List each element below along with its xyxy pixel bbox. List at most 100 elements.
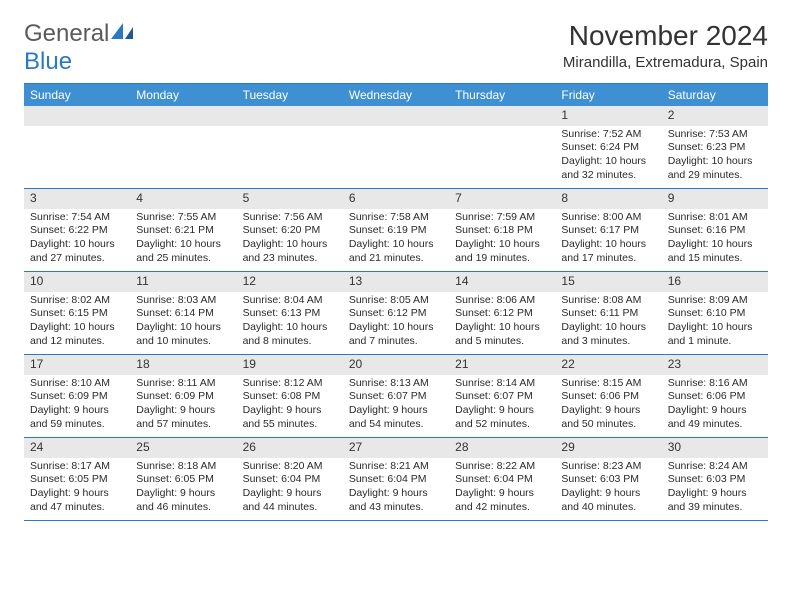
sunset-text: Sunset: 6:05 PM	[30, 473, 124, 487]
day-content: Sunrise: 8:15 AMSunset: 6:06 PMDaylight:…	[555, 375, 661, 436]
daylight-text: Daylight: 10 hours and 21 minutes.	[349, 238, 443, 265]
day-content: Sunrise: 8:14 AMSunset: 6:07 PMDaylight:…	[449, 375, 555, 436]
calendar-cell: 18Sunrise: 8:11 AMSunset: 6:09 PMDayligh…	[130, 355, 236, 437]
weekday-header: Sunday	[24, 84, 130, 106]
calendar-week: 24Sunrise: 8:17 AMSunset: 6:05 PMDayligh…	[24, 438, 768, 521]
sunset-text: Sunset: 6:06 PM	[668, 390, 762, 404]
day-number: 4	[130, 189, 236, 209]
sunrise-text: Sunrise: 7:52 AM	[561, 128, 655, 142]
sunset-text: Sunset: 6:21 PM	[136, 224, 230, 238]
sunrise-text: Sunrise: 8:20 AM	[243, 460, 337, 474]
day-content: Sunrise: 8:04 AMSunset: 6:13 PMDaylight:…	[237, 292, 343, 353]
sunrise-text: Sunrise: 8:09 AM	[668, 294, 762, 308]
calendar-cell: 6Sunrise: 7:58 AMSunset: 6:19 PMDaylight…	[343, 189, 449, 271]
sunrise-text: Sunrise: 7:54 AM	[30, 211, 124, 225]
calendar-cell	[237, 106, 343, 188]
sunset-text: Sunset: 6:04 PM	[455, 473, 549, 487]
calendar-cell: 24Sunrise: 8:17 AMSunset: 6:05 PMDayligh…	[24, 438, 130, 520]
weekday-header: Thursday	[449, 84, 555, 106]
sunset-text: Sunset: 6:22 PM	[30, 224, 124, 238]
calendar-cell: 5Sunrise: 7:56 AMSunset: 6:20 PMDaylight…	[237, 189, 343, 271]
sunset-text: Sunset: 6:17 PM	[561, 224, 655, 238]
daylight-text: Daylight: 10 hours and 12 minutes.	[30, 321, 124, 348]
daylight-text: Daylight: 9 hours and 43 minutes.	[349, 487, 443, 514]
day-number: 1	[555, 106, 661, 126]
calendar-cell: 29Sunrise: 8:23 AMSunset: 6:03 PMDayligh…	[555, 438, 661, 520]
calendar-cell: 14Sunrise: 8:06 AMSunset: 6:12 PMDayligh…	[449, 272, 555, 354]
daylight-text: Daylight: 9 hours and 39 minutes.	[668, 487, 762, 514]
sunrise-text: Sunrise: 8:00 AM	[561, 211, 655, 225]
day-content: Sunrise: 8:05 AMSunset: 6:12 PMDaylight:…	[343, 292, 449, 353]
daylight-text: Daylight: 9 hours and 44 minutes.	[243, 487, 337, 514]
daylight-text: Daylight: 10 hours and 3 minutes.	[561, 321, 655, 348]
calendar-cell: 9Sunrise: 8:01 AMSunset: 6:16 PMDaylight…	[662, 189, 768, 271]
sunrise-text: Sunrise: 8:21 AM	[349, 460, 443, 474]
sunrise-text: Sunrise: 8:04 AM	[243, 294, 337, 308]
calendar-cell	[24, 106, 130, 188]
calendar-cell: 26Sunrise: 8:20 AMSunset: 6:04 PMDayligh…	[237, 438, 343, 520]
daylight-text: Daylight: 9 hours and 42 minutes.	[455, 487, 549, 514]
day-content: Sunrise: 8:16 AMSunset: 6:06 PMDaylight:…	[662, 375, 768, 436]
sunset-text: Sunset: 6:12 PM	[349, 307, 443, 321]
daylight-text: Daylight: 9 hours and 46 minutes.	[136, 487, 230, 514]
day-content: Sunrise: 7:55 AMSunset: 6:21 PMDaylight:…	[130, 209, 236, 270]
title-block: November 2024 Mirandilla, Extremadura, S…	[563, 20, 768, 71]
sunrise-text: Sunrise: 8:12 AM	[243, 377, 337, 391]
sunset-text: Sunset: 6:19 PM	[349, 224, 443, 238]
sunrise-text: Sunrise: 7:56 AM	[243, 211, 337, 225]
day-content: Sunrise: 8:11 AMSunset: 6:09 PMDaylight:…	[130, 375, 236, 436]
sunrise-text: Sunrise: 8:03 AM	[136, 294, 230, 308]
calendar-cell	[449, 106, 555, 188]
sunset-text: Sunset: 6:07 PM	[349, 390, 443, 404]
sunrise-text: Sunrise: 8:06 AM	[455, 294, 549, 308]
sunset-text: Sunset: 6:09 PM	[30, 390, 124, 404]
day-number: 7	[449, 189, 555, 209]
weekday-header: Saturday	[662, 84, 768, 106]
day-content: Sunrise: 8:08 AMSunset: 6:11 PMDaylight:…	[555, 292, 661, 353]
day-content: Sunrise: 8:09 AMSunset: 6:10 PMDaylight:…	[662, 292, 768, 353]
day-number: 6	[343, 189, 449, 209]
day-number: 9	[662, 189, 768, 209]
calendar-cell: 13Sunrise: 8:05 AMSunset: 6:12 PMDayligh…	[343, 272, 449, 354]
daylight-text: Daylight: 10 hours and 19 minutes.	[455, 238, 549, 265]
day-content: Sunrise: 7:59 AMSunset: 6:18 PMDaylight:…	[449, 209, 555, 270]
day-content: Sunrise: 7:53 AMSunset: 6:23 PMDaylight:…	[662, 126, 768, 187]
day-content: Sunrise: 8:23 AMSunset: 6:03 PMDaylight:…	[555, 458, 661, 519]
day-number: 30	[662, 438, 768, 458]
weekday-header: Wednesday	[343, 84, 449, 106]
logo: General	[24, 20, 137, 48]
calendar-cell	[130, 106, 236, 188]
daylight-text: Daylight: 9 hours and 49 minutes.	[668, 404, 762, 431]
calendar-cell: 20Sunrise: 8:13 AMSunset: 6:07 PMDayligh…	[343, 355, 449, 437]
sunset-text: Sunset: 6:06 PM	[561, 390, 655, 404]
day-content: Sunrise: 8:10 AMSunset: 6:09 PMDaylight:…	[24, 375, 130, 436]
calendar-cell: 23Sunrise: 8:16 AMSunset: 6:06 PMDayligh…	[662, 355, 768, 437]
sunrise-text: Sunrise: 8:17 AM	[30, 460, 124, 474]
sunset-text: Sunset: 6:11 PM	[561, 307, 655, 321]
day-content: Sunrise: 8:18 AMSunset: 6:05 PMDaylight:…	[130, 458, 236, 519]
daylight-text: Daylight: 9 hours and 47 minutes.	[30, 487, 124, 514]
calendar-cell: 17Sunrise: 8:10 AMSunset: 6:09 PMDayligh…	[24, 355, 130, 437]
day-number: 2	[662, 106, 768, 126]
sunrise-text: Sunrise: 8:10 AM	[30, 377, 124, 391]
calendar-cell: 2Sunrise: 7:53 AMSunset: 6:23 PMDaylight…	[662, 106, 768, 188]
sunset-text: Sunset: 6:10 PM	[668, 307, 762, 321]
day-number: 29	[555, 438, 661, 458]
day-content: Sunrise: 8:22 AMSunset: 6:04 PMDaylight:…	[449, 458, 555, 519]
sunset-text: Sunset: 6:04 PM	[243, 473, 337, 487]
daylight-text: Daylight: 9 hours and 55 minutes.	[243, 404, 337, 431]
calendar-cell: 30Sunrise: 8:24 AMSunset: 6:03 PMDayligh…	[662, 438, 768, 520]
day-content: Sunrise: 7:58 AMSunset: 6:19 PMDaylight:…	[343, 209, 449, 270]
sunrise-text: Sunrise: 8:24 AM	[668, 460, 762, 474]
daylight-text: Daylight: 10 hours and 5 minutes.	[455, 321, 549, 348]
daylight-text: Daylight: 10 hours and 8 minutes.	[243, 321, 337, 348]
day-content: Sunrise: 7:56 AMSunset: 6:20 PMDaylight:…	[237, 209, 343, 270]
sunset-text: Sunset: 6:15 PM	[30, 307, 124, 321]
sunset-text: Sunset: 6:08 PM	[243, 390, 337, 404]
day-number: 3	[24, 189, 130, 209]
day-content: Sunrise: 8:20 AMSunset: 6:04 PMDaylight:…	[237, 458, 343, 519]
day-number: 11	[130, 272, 236, 292]
calendar-cell: 4Sunrise: 7:55 AMSunset: 6:21 PMDaylight…	[130, 189, 236, 271]
location-text: Mirandilla, Extremadura, Spain	[563, 54, 768, 71]
daylight-text: Daylight: 9 hours and 40 minutes.	[561, 487, 655, 514]
